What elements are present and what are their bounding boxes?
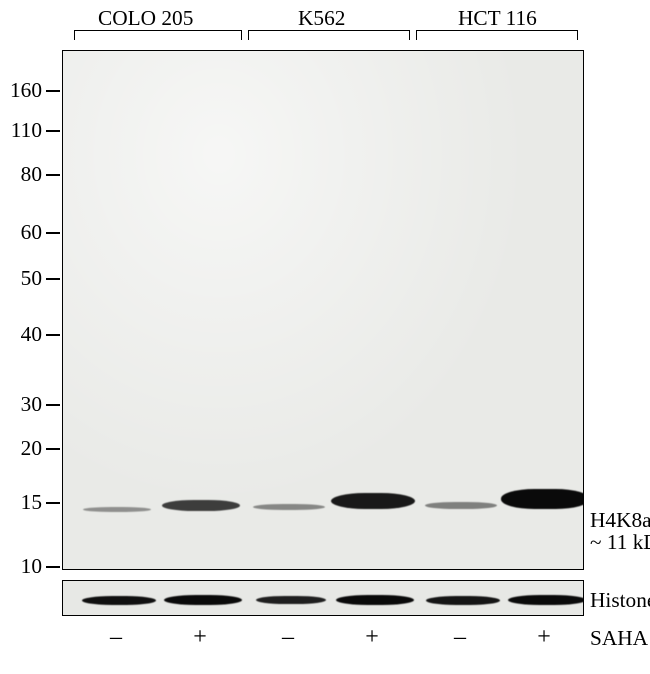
tick-icon	[46, 278, 60, 280]
ladder-value: 20	[21, 436, 46, 461]
ladder-tick: 110	[0, 118, 60, 143]
treatment-symbol: +	[534, 624, 554, 651]
ladder-value: 30	[21, 392, 46, 417]
treatment-symbol: –	[106, 624, 126, 651]
bracket-icon	[248, 30, 410, 40]
blot-band	[162, 500, 240, 511]
sample-label: HCT 116	[458, 6, 537, 31]
loading-control-label: Histone Total	[590, 588, 650, 613]
ladder-value: 110	[11, 118, 46, 143]
blot-band	[501, 489, 584, 509]
treatment-symbol: –	[278, 624, 298, 651]
control-band	[508, 595, 584, 605]
ladder-value: 80	[21, 162, 46, 187]
tick-icon	[46, 448, 60, 450]
ladder-value: 10	[21, 554, 46, 579]
control-band	[336, 595, 414, 605]
blot-band	[425, 502, 497, 509]
treatment-symbol: +	[190, 624, 210, 651]
western-blot-figure: COLO 205 K562 HCT 116 160 110 80 60 50 40 30 20…	[0, 0, 650, 674]
ladder-value: 60	[21, 220, 46, 245]
sample-labels-row: COLO 205 K562 HCT 116	[62, 6, 584, 46]
treatment-symbol: –	[450, 624, 470, 651]
ladder-value: 40	[21, 322, 46, 347]
ladder-tick: 10	[0, 554, 60, 579]
blot-band	[253, 504, 325, 510]
ladder-tick: 15	[0, 490, 60, 515]
ladder-tick: 30	[0, 392, 60, 417]
tick-icon	[46, 502, 60, 504]
loading-control-membrane	[62, 580, 584, 616]
tick-icon	[46, 334, 60, 336]
ladder-tick: 40	[0, 322, 60, 347]
control-band	[164, 595, 242, 605]
tick-icon	[46, 174, 60, 176]
ladder-value: 160	[10, 78, 46, 103]
ladder-value: 15	[21, 490, 46, 515]
main-blot-membrane	[62, 50, 584, 570]
ladder-tick: 50	[0, 266, 60, 291]
bracket-icon	[74, 30, 242, 40]
treatment-compound-label: SAHA	[590, 626, 650, 651]
ladder-tick: 160	[0, 78, 60, 103]
target-mw-label: ~ 11 kDa	[590, 530, 650, 555]
tick-icon	[46, 130, 60, 132]
sample-label: COLO 205	[98, 6, 193, 31]
ladder-tick: 60	[0, 220, 60, 245]
control-band	[426, 596, 500, 605]
tick-icon	[46, 566, 60, 568]
ladder-value: 50	[21, 266, 46, 291]
bracket-icon	[416, 30, 578, 40]
tick-icon	[46, 232, 60, 234]
control-band	[256, 596, 326, 604]
blot-band	[331, 493, 415, 509]
blot-band	[83, 507, 151, 512]
sample-group-colo205: COLO 205	[98, 6, 193, 33]
sample-group-hct116: HCT 116	[458, 6, 537, 33]
ladder-tick: 20	[0, 436, 60, 461]
control-band	[82, 596, 156, 605]
sample-group-k562: K562	[298, 6, 345, 33]
tick-icon	[46, 404, 60, 406]
treatment-row: – + – + – +	[62, 624, 584, 648]
tick-icon	[46, 90, 60, 92]
ladder-tick: 80	[0, 162, 60, 187]
mw-ladder: 1601108060504030201510	[0, 60, 60, 570]
sample-label: K562	[298, 6, 345, 31]
treatment-symbol: +	[362, 624, 382, 651]
